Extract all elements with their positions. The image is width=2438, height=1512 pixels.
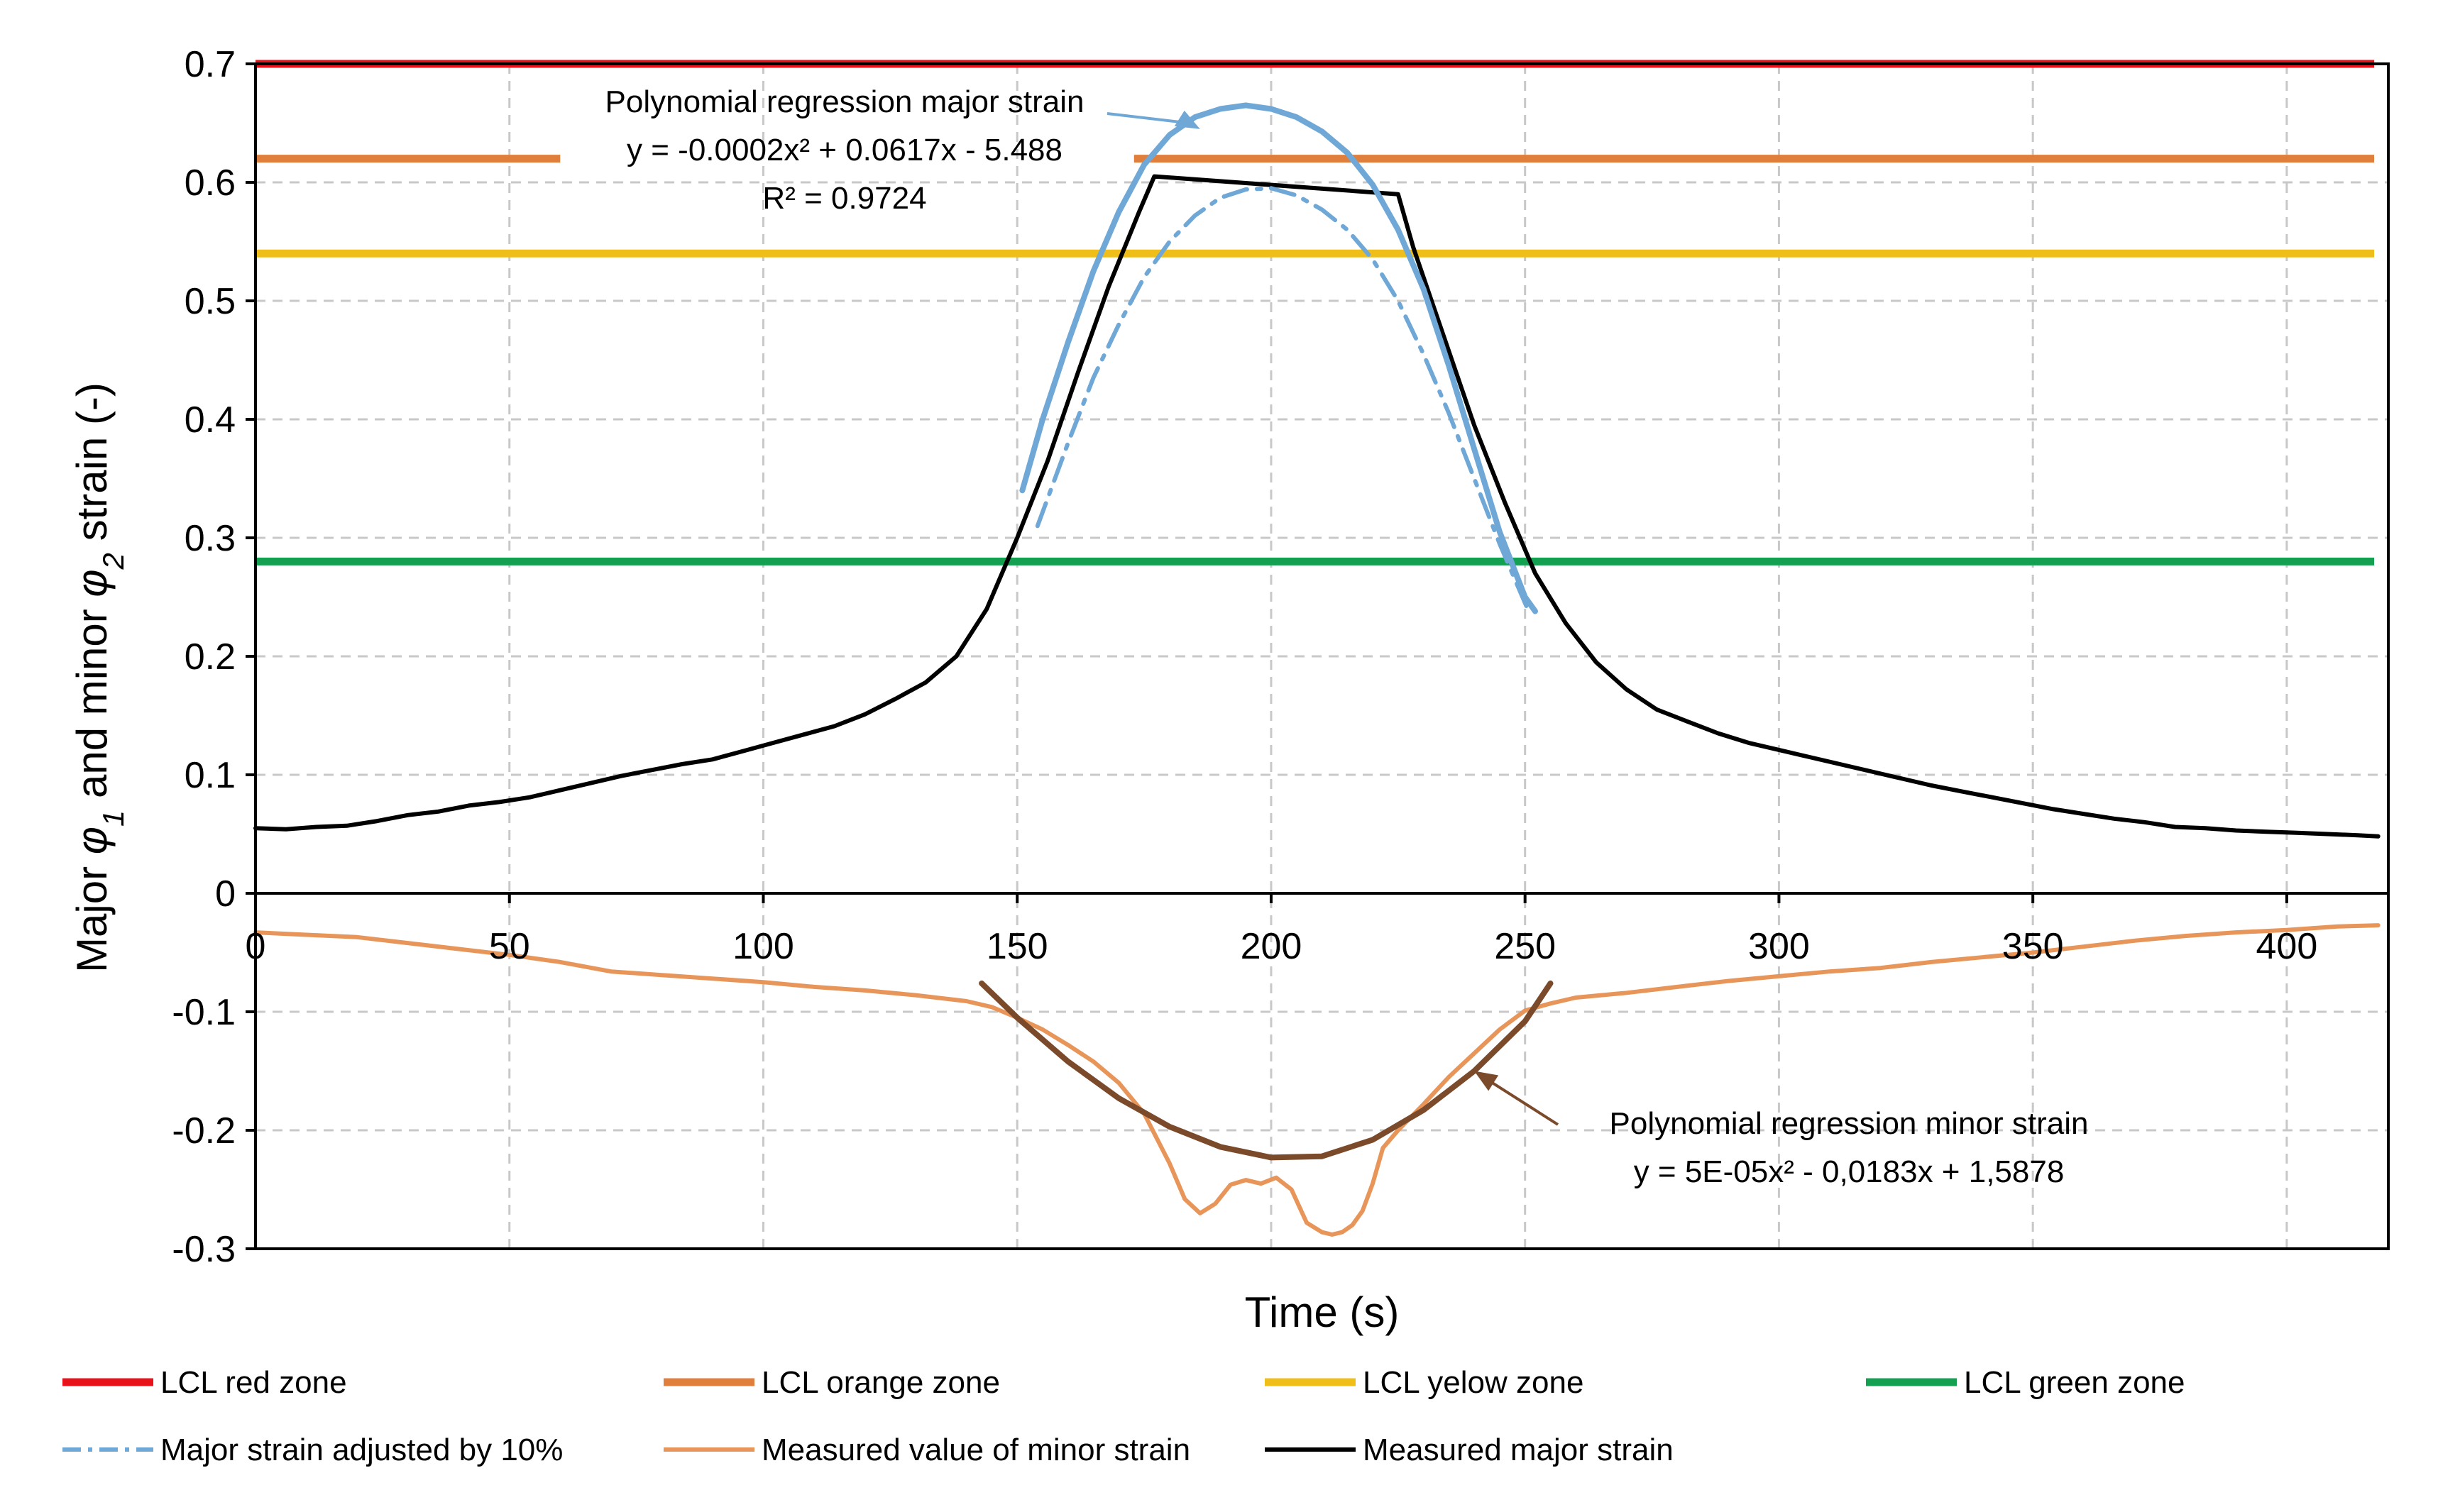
y-tick-label: -0.1	[172, 992, 236, 1033]
y-tick-label: -0.3	[172, 1229, 236, 1270]
legend-label-measured-major-strain: Measured major strain	[1363, 1433, 1674, 1467]
minor-regression-annotation-line: Polynomial regression minor strain	[1610, 1106, 2089, 1141]
x-tick-label: 300	[1748, 926, 1810, 967]
major-regression-annotation-line: y = -0.0002x² + 0.0617x - 5.488	[627, 133, 1062, 167]
y-tick-label: 0.4	[185, 399, 236, 441]
y-axis-title-part: φ	[68, 569, 116, 597]
y-tick-label: 0.7	[185, 44, 236, 85]
series-polynomial-regression-major-strain	[1019, 102, 1538, 614]
y-tick-label: 0.5	[185, 281, 236, 322]
major-regression-arrowhead	[1174, 110, 1200, 129]
x-tick-label: 50	[489, 926, 530, 967]
legend-label-lcl-yelow-zone: LCL yelow zone	[1363, 1365, 1583, 1400]
y-tick-label: 0.1	[185, 755, 236, 796]
series-lines	[253, 102, 2381, 1237]
x-tick-label: 400	[2256, 926, 2318, 967]
y-axis-title-part: strain (-)	[68, 382, 116, 553]
legend-label-lcl-green-zone: LCL green zone	[1964, 1365, 2185, 1400]
legend-label-lcl-orange-zone: LCL orange zone	[762, 1365, 1000, 1400]
x-tick-label: 350	[2002, 926, 2064, 967]
minor-regression-arrow	[1482, 1075, 1559, 1126]
y-tick-label: 0.3	[185, 518, 236, 559]
x-tick-label: 0	[246, 926, 266, 967]
x-tick-label: 150	[987, 926, 1048, 967]
minor-regression-arrowhead	[1474, 1071, 1499, 1091]
x-tick-label: 250	[1494, 926, 1556, 967]
major-regression-annotation-line: Polynomial regression major strain	[605, 84, 1085, 119]
series-measured-major-strain	[253, 174, 2381, 839]
series-major-strain-adjusted-by-10	[1035, 186, 1532, 617]
axes: 0.70.60.50.40.30.20.10-0.1-0.2-0.30 50 100…	[68, 44, 2390, 1336]
y-tick-label: 0.6	[185, 162, 236, 204]
major-regression-annotation-line: R² = 0.9724	[762, 181, 926, 216]
y-axis-title-part: 2	[97, 553, 130, 570]
x-axis-title: Time (s)	[1245, 1288, 1400, 1336]
legend-label-lcl-red-zone: LCL red zone	[160, 1365, 347, 1400]
y-axis-title-part: 1	[97, 810, 130, 827]
series-polynomial-regression-minor-strain	[979, 980, 1554, 1161]
minor-regression-annotation-line: y = 5E-05x² - 0,0183x + 1,5878	[1634, 1154, 2065, 1189]
y-axis-title-part: φ	[68, 827, 116, 854]
y-tick-label: 0.2	[185, 636, 236, 678]
y-axis-title: Major φ1 and minor φ2 strain (-)	[68, 382, 130, 973]
legend-label-measured-value-of-minor-strain: Measured value of minor strain	[762, 1433, 1190, 1467]
y-axis-title-part: Major	[68, 854, 116, 973]
x-tick-label: 200	[1241, 926, 1302, 967]
legend: LCL red zone LCL orange zone LCL yelow zon…	[62, 1365, 2185, 1467]
y-axis-title-part: and minor	[68, 597, 116, 810]
legend-label-major-strain-adjusted-by-10: Major strain adjusted by 10%	[160, 1433, 563, 1467]
series-measured-value-of-minor-strain	[253, 923, 2381, 1237]
y-tick-label: -0.2	[172, 1110, 236, 1152]
annotations: Polynomial regression major strain y = -0…	[605, 84, 2089, 1189]
x-tick-label: 100	[732, 926, 794, 967]
y-tick-label: 0	[215, 873, 236, 915]
